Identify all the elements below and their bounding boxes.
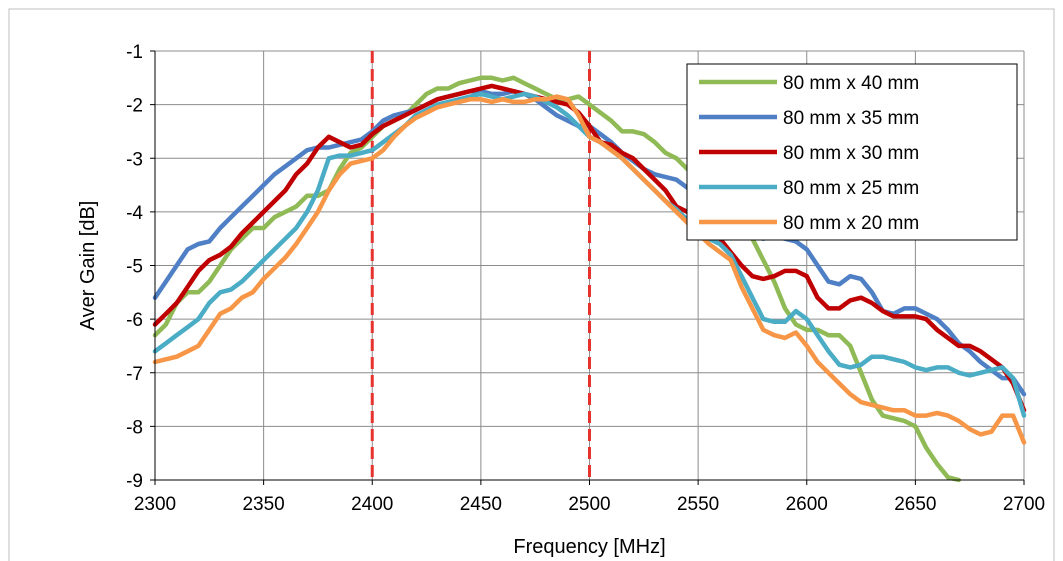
x-axis-ticks: 2300 2350 2400 2450 2500 2550 2600 2650 2700 <box>134 494 1045 515</box>
legend-label-5: 80 mm x 20 mm <box>783 213 919 234</box>
legend-label-3: 80 mm x 30 mm <box>783 143 919 164</box>
x-tick-label: 2350 <box>242 494 284 515</box>
legend-label-4: 80 mm x 25 mm <box>783 178 919 199</box>
legend-label-2: 80 mm x 35 mm <box>783 108 919 129</box>
x-tick-label: 2600 <box>786 494 828 515</box>
series-group <box>152 75 1027 483</box>
y-axis-ticks: -1 -2 -3 -4 -5 -6 -7 -8 -9 <box>126 42 143 492</box>
y-tick-label: -2 <box>126 96 143 117</box>
y-tick-label: -5 <box>126 257 143 278</box>
x-tick-label: 2450 <box>460 494 502 515</box>
legend: 80 mm x 40 mm 80 mm x 35 mm 80 mm x 30 mm 8… <box>686 63 1018 241</box>
x-tick-label: 2650 <box>894 494 936 515</box>
y-tick-label: -4 <box>126 203 143 224</box>
y-tick-label: -9 <box>126 471 143 492</box>
plot-frame <box>150 50 1025 485</box>
y-tick-label: -8 <box>126 417 143 438</box>
series-line-5 <box>152 94 1027 445</box>
x-tick-label: 2700 <box>1003 494 1045 515</box>
y-tick-label: -6 <box>126 310 143 331</box>
x-tick-label: 2300 <box>134 494 176 515</box>
x-axis-title: Frequency [MHz] <box>513 536 665 558</box>
y-axis-title: Aver Gain [dB] <box>77 201 99 331</box>
series-line-1 <box>152 75 962 483</box>
y-tick-label: -3 <box>126 149 143 170</box>
series-line-3 <box>152 83 1027 413</box>
y-tick-label: -7 <box>126 364 143 385</box>
x-tick-label: 2550 <box>677 494 719 515</box>
legend-label-1: 80 mm x 40 mm <box>783 73 919 94</box>
x-tick-label: 2400 <box>351 494 393 515</box>
y-tick-label: -1 <box>126 42 143 63</box>
x-tick-label: 2500 <box>568 494 610 515</box>
